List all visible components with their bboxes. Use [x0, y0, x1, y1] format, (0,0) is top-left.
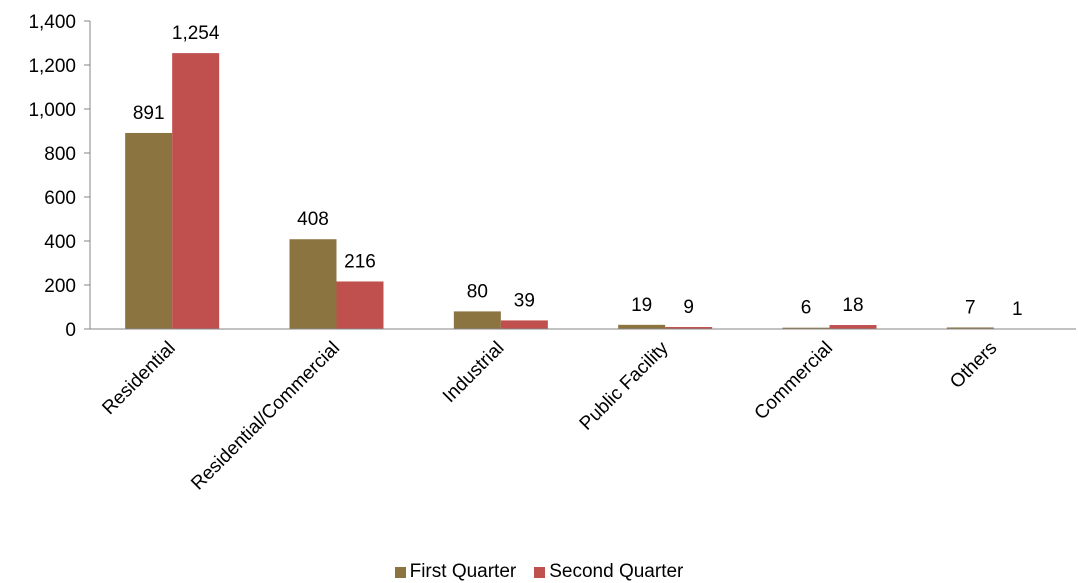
bar-first-quarter-commercial — [782, 327, 830, 329]
y-tick-label: 1,200 — [28, 56, 76, 77]
data-labels-group: 891 1,254 408 216 80 39 19 9 6 18 7 1 — [133, 23, 1023, 320]
data-label-second-quarter-residential-commercial: 216 — [344, 251, 376, 272]
x-tick-label-residential-commercial: Residential/Commercial — [187, 338, 344, 495]
x-axis: Residential Residential/Commercial Industr… — [90, 328, 1076, 495]
y-axis: 0 200 400 600 800 1,000 1,200 1,400 — [28, 12, 91, 341]
legend: First Quarter Second Quarter — [0, 561, 1078, 583]
y-tick-label: 1,000 — [28, 100, 76, 121]
bar-second-quarter-commercial — [829, 325, 877, 329]
data-label-first-quarter-residential: 891 — [133, 103, 165, 124]
legend-label-first-quarter: First Quarter — [409, 561, 517, 582]
bar-second-quarter-industrial — [500, 320, 548, 329]
data-label-second-quarter-residential: 1,254 — [172, 23, 220, 44]
y-tick-label: 600 — [44, 188, 76, 209]
data-label-second-quarter-commercial: 18 — [842, 295, 863, 316]
bars-group — [125, 53, 1041, 330]
data-label-first-quarter-others: 7 — [965, 297, 976, 318]
bar-first-quarter-residential-commercial — [289, 239, 337, 329]
legend-item-second-quarter: Second Quarter — [534, 561, 683, 583]
data-label-second-quarter-others: 1 — [1012, 299, 1023, 320]
legend-item-first-quarter: First Quarter — [394, 561, 517, 583]
data-label-first-quarter-public-facility: 19 — [631, 295, 652, 316]
y-tick-label: 0 — [65, 320, 76, 341]
bar-second-quarter-residential — [172, 53, 220, 330]
x-tick-label-others: Others — [946, 338, 1001, 393]
bar-chart: 0 200 400 600 800 1,000 1,200 1,400 891 1,254 408… — [28, 12, 1076, 495]
bar-second-quarter-residential-commercial — [336, 281, 384, 329]
x-tick-label-public-facility: Public Facility — [576, 337, 673, 434]
x-tick-label-industrial: Industrial — [439, 338, 508, 407]
y-tick-label: 1,400 — [28, 12, 76, 33]
bar-second-quarter-public-facility — [665, 327, 713, 329]
data-label-first-quarter-commercial: 6 — [801, 298, 812, 319]
bar-first-quarter-industrial — [453, 311, 501, 329]
data-label-second-quarter-industrial: 39 — [514, 290, 535, 311]
legend-label-second-quarter: Second Quarter — [549, 561, 684, 582]
x-tick-label-residential: Residential — [98, 338, 179, 419]
x-tick-label-commercial: Commercial — [751, 338, 838, 425]
y-tick-label: 200 — [44, 276, 76, 297]
data-label-first-quarter-residential-commercial: 408 — [297, 209, 329, 230]
bar-first-quarter-residential — [125, 132, 173, 329]
data-label-first-quarter-industrial: 80 — [467, 281, 488, 302]
legend-swatch-second-quarter — [534, 566, 546, 578]
y-tick-label: 800 — [44, 144, 76, 165]
legend-swatch-first-quarter — [394, 566, 406, 578]
bar-first-quarter-others — [946, 327, 994, 329]
bar-first-quarter-public-facility — [618, 324, 666, 329]
y-tick-label: 400 — [44, 232, 76, 253]
data-label-second-quarter-public-facility: 9 — [683, 297, 694, 318]
